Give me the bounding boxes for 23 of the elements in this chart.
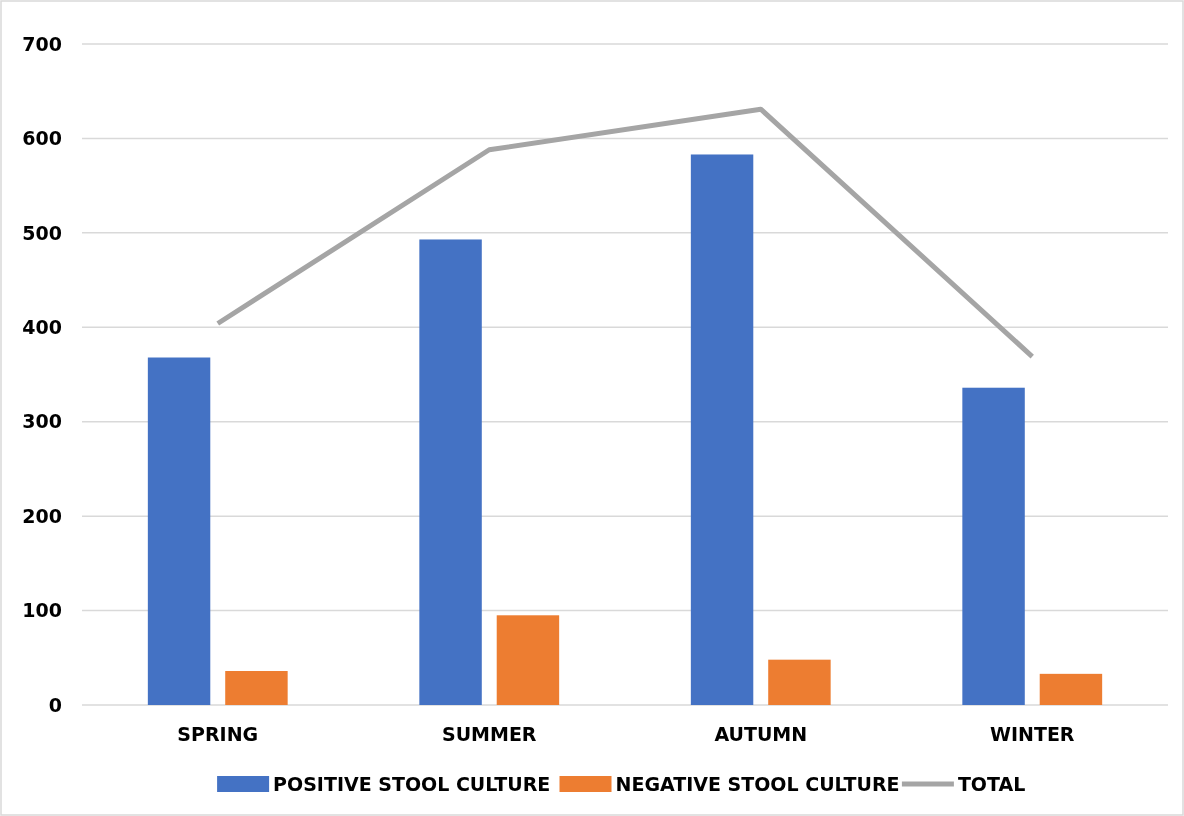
y-tick-label: 700 <box>22 32 62 55</box>
legend-label: TOTAL <box>957 772 1026 795</box>
y-tick-label: 200 <box>22 504 62 527</box>
x-tick-label: SPRING <box>177 723 259 745</box>
y-tick-label: 300 <box>22 410 62 433</box>
bar <box>419 239 482 705</box>
y-tick-label: 0 <box>48 693 62 716</box>
x-tick-label: SUMMER <box>441 723 537 745</box>
y-tick-label: 500 <box>22 221 62 244</box>
bar <box>496 615 560 705</box>
bar <box>225 671 288 705</box>
bar <box>690 154 754 705</box>
bar <box>147 357 211 705</box>
x-tick-label: WINTER <box>990 723 1075 745</box>
bar <box>962 387 1025 705</box>
y-tick-label: 600 <box>22 127 62 150</box>
bar <box>1039 673 1103 705</box>
y-tick-label: 400 <box>22 315 62 338</box>
x-tick-label: AUTUMN <box>714 723 808 745</box>
bar <box>768 659 831 705</box>
legend-label: NEGATIVE STOOL CULTURE <box>615 772 900 795</box>
legend-label: POSITIVE STOOL CULTURE <box>273 772 551 795</box>
y-tick-label: 100 <box>22 599 62 622</box>
